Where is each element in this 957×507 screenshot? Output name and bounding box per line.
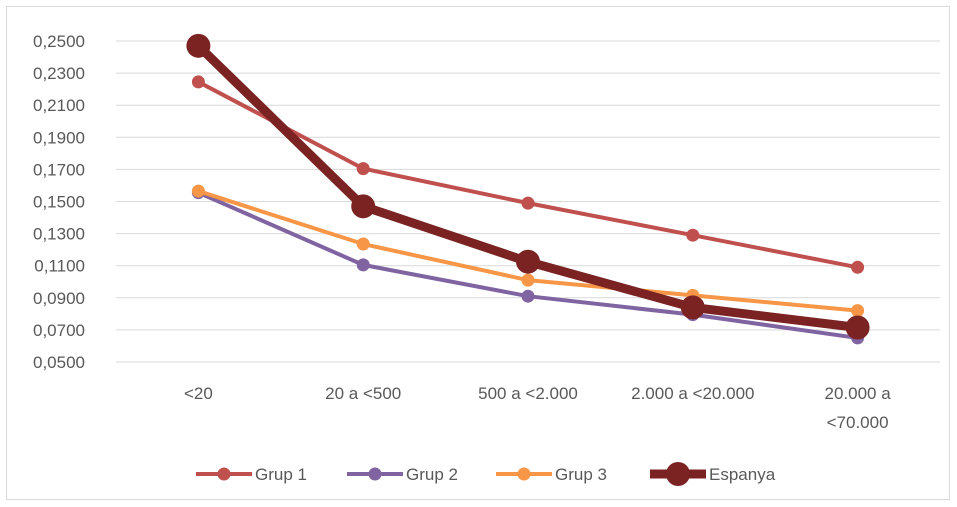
data-point (351, 194, 376, 219)
legend-label: Espanya (709, 465, 776, 484)
data-point (356, 162, 370, 176)
legend-item: Grup 2 (347, 465, 458, 484)
y-tick-label: 0,1900 (33, 128, 85, 147)
x-tick-label: 20.000 a <70.000 (825, 384, 892, 432)
legend-item: Grup 1 (196, 465, 307, 484)
series-espanya (186, 33, 870, 340)
y-tick-label: 0,0700 (33, 321, 85, 340)
legend-label: Grup 2 (406, 465, 458, 484)
x-axis-tick-labels: <20 20 a <500 500 a <2.000 2.000 a <20.000 2… (184, 384, 891, 432)
legend-item: Grup 3 (496, 465, 607, 484)
legend-marker (666, 462, 690, 486)
data-point (851, 304, 865, 318)
x-tick-label: 500 a <2.000 (478, 384, 578, 403)
series-grup-1 (191, 75, 865, 274)
series-lines (186, 33, 870, 345)
y-tick-label: 0,1300 (33, 225, 85, 244)
y-tick-label: 0,0500 (33, 353, 85, 372)
data-point (845, 315, 870, 340)
legend-marker (217, 467, 231, 481)
y-tick-label: 0,2100 (33, 96, 85, 115)
data-point (686, 228, 700, 242)
data-point (521, 273, 535, 287)
data-point (516, 249, 540, 274)
data-point (521, 289, 535, 303)
series-line (196, 79, 860, 270)
data-point (680, 295, 705, 320)
y-tick-label: 0,0900 (33, 289, 85, 308)
data-point (851, 260, 865, 274)
y-tick-label: 0,1500 (33, 193, 85, 212)
x-tick-label: <20 (184, 384, 213, 403)
data-point (191, 184, 205, 198)
data-point (521, 196, 535, 210)
y-tick-label: 0,1700 (33, 160, 85, 179)
y-axis-tick-labels: 0,0500 0,0700 0,0900 0,1100 0,1300 0,1500 0,17… (33, 32, 85, 372)
legend-item: Espanya (650, 462, 776, 486)
data-point (186, 33, 211, 58)
y-tick-label: 0,1100 (34, 257, 85, 276)
data-point (356, 237, 370, 251)
x-tick-label: 20 a <500 (325, 384, 401, 403)
data-point (356, 258, 370, 272)
y-tick-label: 0,2300 (33, 64, 85, 83)
x-tick-label: 2.000 a <20.000 (631, 384, 754, 403)
legend-label: Grup 1 (255, 465, 307, 484)
legend: Grup 1 Grup 2 Grup 3 Espanya (196, 462, 776, 486)
legend-marker (517, 467, 531, 481)
legend-marker (368, 467, 382, 481)
legend-label: Grup 3 (555, 465, 607, 484)
y-tick-label: 0,2500 (33, 32, 85, 51)
data-point (191, 75, 205, 89)
